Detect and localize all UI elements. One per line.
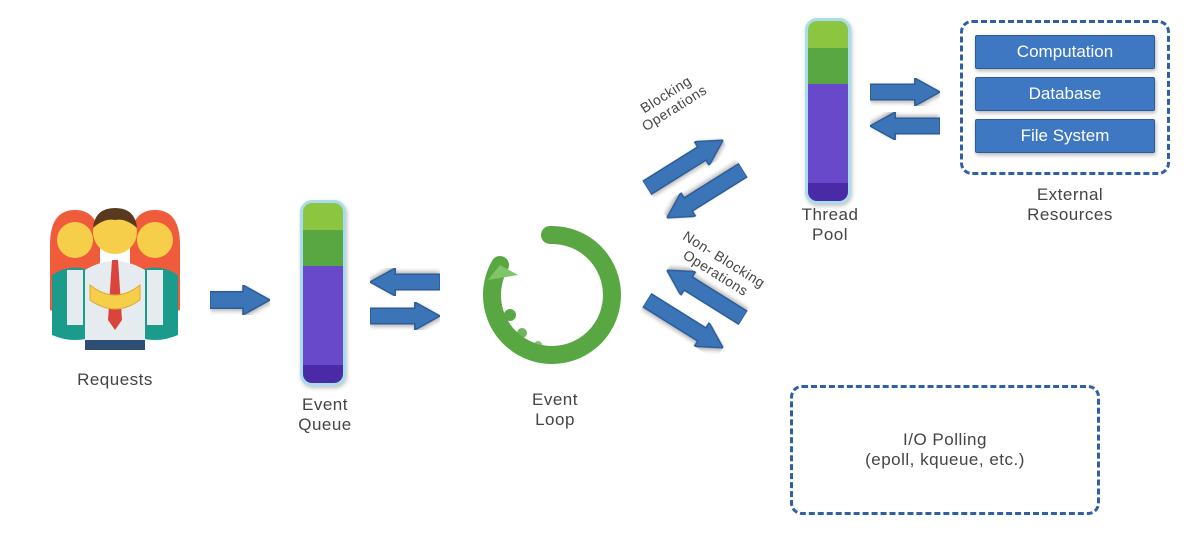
event-queue-label: EventQueue	[275, 395, 375, 435]
thread-pool-label: ThreadPool	[780, 205, 880, 245]
arrow-to-external	[870, 78, 940, 106]
thread-pool-seg-2	[808, 84, 848, 183]
arrow-queue-to-loop	[370, 302, 440, 330]
requests-people-icon	[30, 190, 200, 360]
thread-pool-seg-3	[808, 183, 848, 201]
resource-file-system: File System	[975, 119, 1155, 153]
external-resources-label: ExternalResources	[995, 185, 1145, 225]
event-queue-seg-3	[303, 365, 343, 383]
external-resources-box: Computation Database File System	[960, 20, 1170, 175]
thread-pool-seg-1	[808, 48, 848, 84]
thread-pool	[805, 18, 851, 204]
resource-database: Database	[975, 77, 1155, 111]
event-loop-icon	[470, 215, 630, 375]
event-queue-seg-1	[303, 230, 343, 266]
arrow-from-external	[870, 112, 940, 140]
event-queue-seg-0	[303, 203, 343, 230]
event-loop-label: EventLoop	[505, 390, 605, 430]
io-polling-label: I/O Polling(epoll, kqueue, etc.)	[865, 430, 1025, 470]
requests-label: Requests	[40, 370, 190, 390]
arrow-queue-from-loop	[370, 268, 440, 296]
thread-pool-seg-0	[808, 21, 848, 48]
io-polling-box: I/O Polling(epoll, kqueue, etc.)	[790, 385, 1100, 515]
arrow-requests-to-queue	[210, 285, 270, 315]
event-queue-seg-2	[303, 266, 343, 365]
resource-computation: Computation	[975, 35, 1155, 69]
event-queue	[300, 200, 346, 386]
